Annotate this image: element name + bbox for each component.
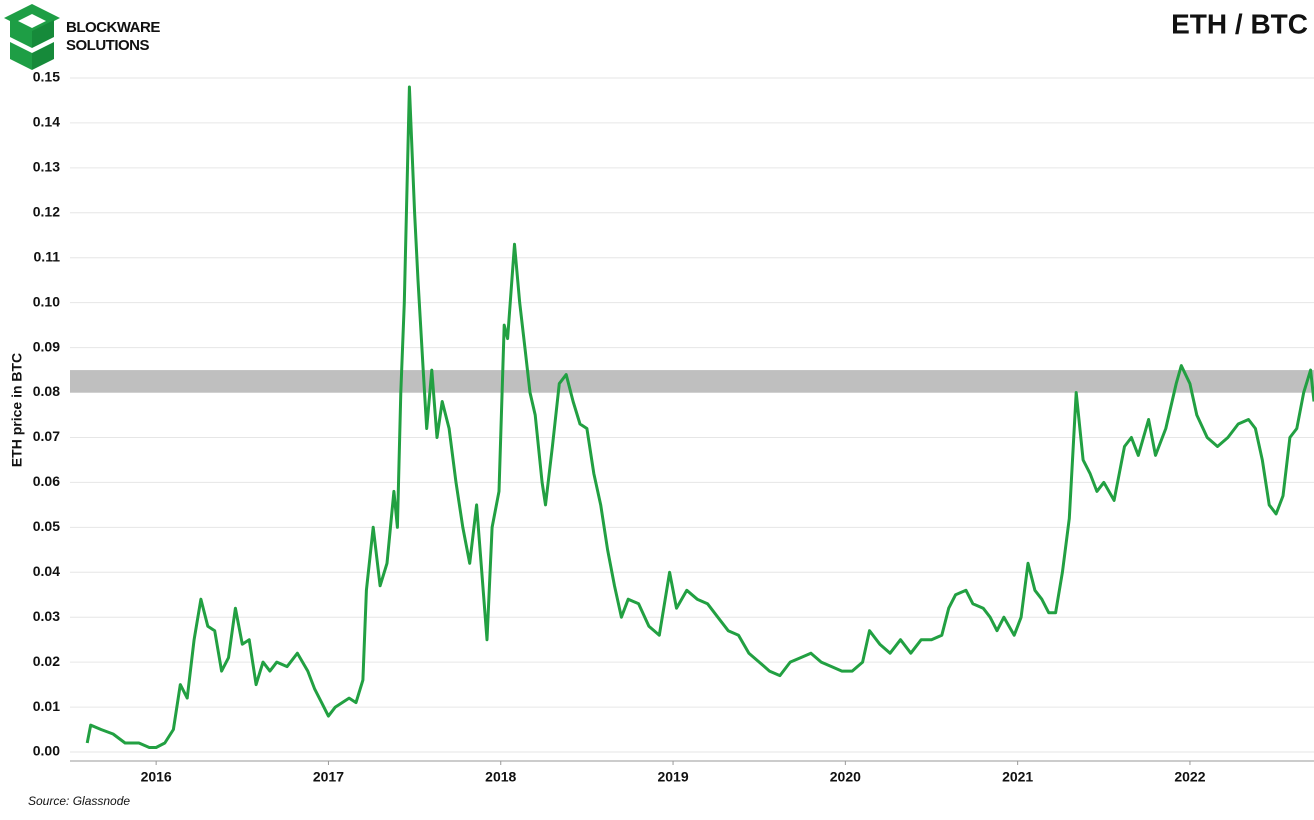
x-tick-label: 2022 xyxy=(1174,769,1205,785)
y-tick-label: 0.12 xyxy=(33,204,60,220)
highlight-band xyxy=(70,370,1314,393)
x-tick-label: 2021 xyxy=(1002,769,1033,785)
logo-text: BLOCKWARE xyxy=(66,19,160,36)
y-tick-label: 0.10 xyxy=(33,293,60,309)
x-tick-label: 2017 xyxy=(313,769,344,785)
y-tick-label: 0.03 xyxy=(33,608,60,624)
x-tick-label: 2018 xyxy=(485,769,516,785)
y-tick-label: 0.13 xyxy=(33,159,60,175)
y-tick-label: 0.09 xyxy=(33,338,60,354)
y-axis-label: ETH price in BTC xyxy=(9,353,25,467)
x-tick-label: 2016 xyxy=(141,769,172,785)
y-tick-label: 0.01 xyxy=(33,698,60,714)
logo-text: SOLUTIONS xyxy=(66,37,149,54)
source-note: Source: Glassnode xyxy=(28,794,130,808)
y-tick-label: 0.00 xyxy=(33,743,60,759)
y-tick-label: 0.07 xyxy=(33,428,60,444)
y-tick-label: 0.02 xyxy=(33,653,60,669)
y-tick-label: 0.08 xyxy=(33,383,60,399)
x-tick-label: 2020 xyxy=(830,769,861,785)
y-tick-label: 0.06 xyxy=(33,473,60,489)
logo-mark xyxy=(4,4,60,70)
y-tick-label: 0.15 xyxy=(33,69,60,85)
y-tick-label: 0.14 xyxy=(33,114,60,130)
data-line xyxy=(85,85,1314,749)
x-tick-label: 2019 xyxy=(657,769,688,785)
y-tick-label: 0.05 xyxy=(33,518,60,534)
y-tick-label: 0.04 xyxy=(33,563,60,579)
y-tick-label: 0.11 xyxy=(34,248,61,264)
chart-title: ETH / BTC xyxy=(1171,8,1308,39)
